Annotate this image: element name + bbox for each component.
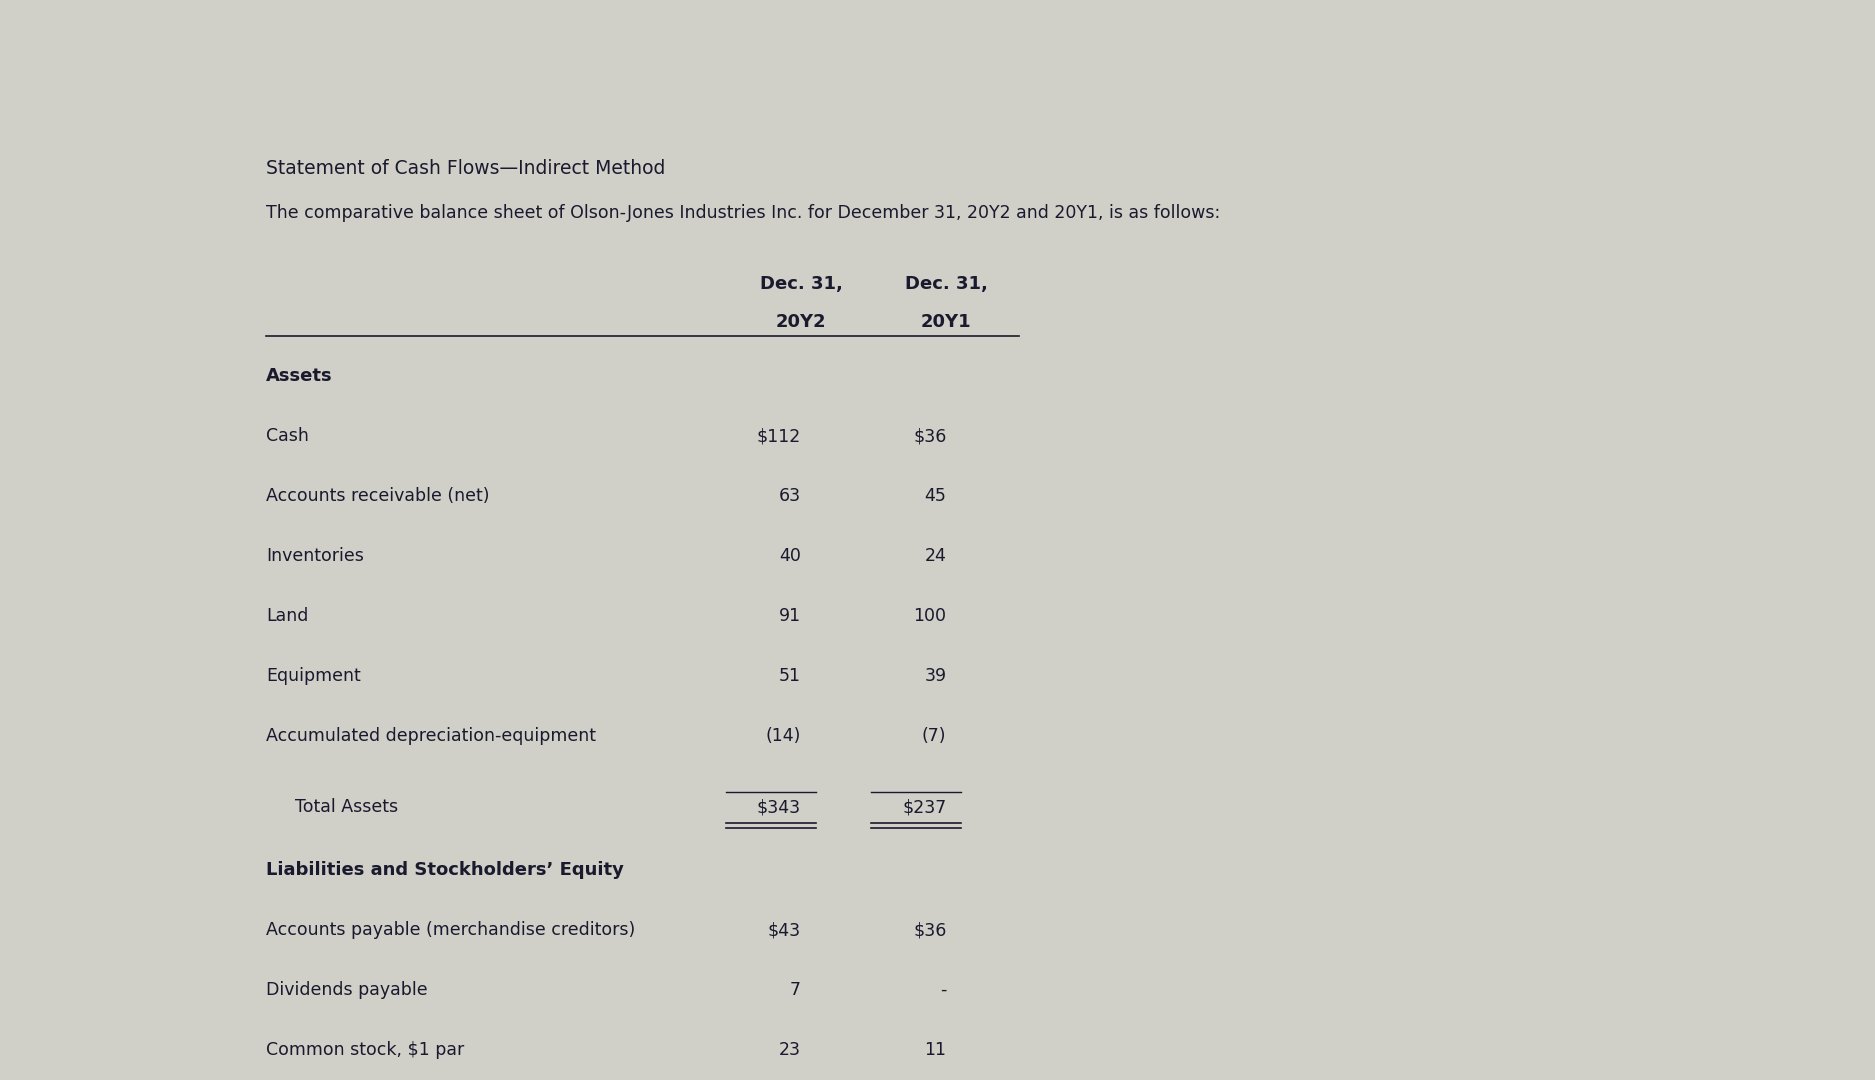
Text: 91: 91	[778, 607, 801, 625]
Text: -: -	[939, 981, 947, 999]
Text: 20Y1: 20Y1	[921, 312, 971, 330]
Text: $36: $36	[913, 428, 947, 445]
Text: Assets: Assets	[266, 367, 334, 386]
Text: $343: $343	[758, 798, 801, 816]
Text: The comparative balance sheet of Olson-Jones Industries Inc. for December 31, 20: The comparative balance sheet of Olson-J…	[266, 204, 1221, 222]
Text: 23: 23	[780, 1041, 801, 1059]
Text: $43: $43	[769, 921, 801, 940]
Text: Common stock, $1 par: Common stock, $1 par	[266, 1041, 465, 1059]
Text: 7: 7	[789, 981, 801, 999]
Text: Dividends payable: Dividends payable	[266, 981, 428, 999]
Text: Land: Land	[266, 607, 309, 625]
Text: Accounts payable (merchandise creditors): Accounts payable (merchandise creditors)	[266, 921, 636, 940]
Text: 39: 39	[924, 666, 947, 685]
Text: 51: 51	[780, 666, 801, 685]
Text: 11: 11	[924, 1041, 947, 1059]
Text: Cash: Cash	[266, 428, 309, 445]
Text: Dec. 31,: Dec. 31,	[759, 275, 842, 293]
Text: $112: $112	[758, 428, 801, 445]
Text: (7): (7)	[922, 727, 947, 745]
Text: $237: $237	[902, 798, 947, 816]
Text: 63: 63	[778, 487, 801, 505]
Text: Inventories: Inventories	[266, 548, 364, 565]
Text: $36: $36	[913, 921, 947, 940]
Text: Total Assets: Total Assets	[296, 798, 399, 816]
Text: Dec. 31,: Dec. 31,	[906, 275, 988, 293]
Text: 40: 40	[780, 548, 801, 565]
Text: Accumulated depreciation-equipment: Accumulated depreciation-equipment	[266, 727, 596, 745]
Text: Liabilities and Stockholders’ Equity: Liabilities and Stockholders’ Equity	[266, 862, 624, 879]
Text: 100: 100	[913, 607, 947, 625]
Text: Equipment: Equipment	[266, 666, 362, 685]
Text: 20Y2: 20Y2	[776, 312, 827, 330]
Text: (14): (14)	[765, 727, 801, 745]
Text: 24: 24	[924, 548, 947, 565]
Text: Accounts receivable (net): Accounts receivable (net)	[266, 487, 489, 505]
Text: Statement of Cash Flows—Indirect Method: Statement of Cash Flows—Indirect Method	[266, 159, 666, 178]
Text: 45: 45	[924, 487, 947, 505]
